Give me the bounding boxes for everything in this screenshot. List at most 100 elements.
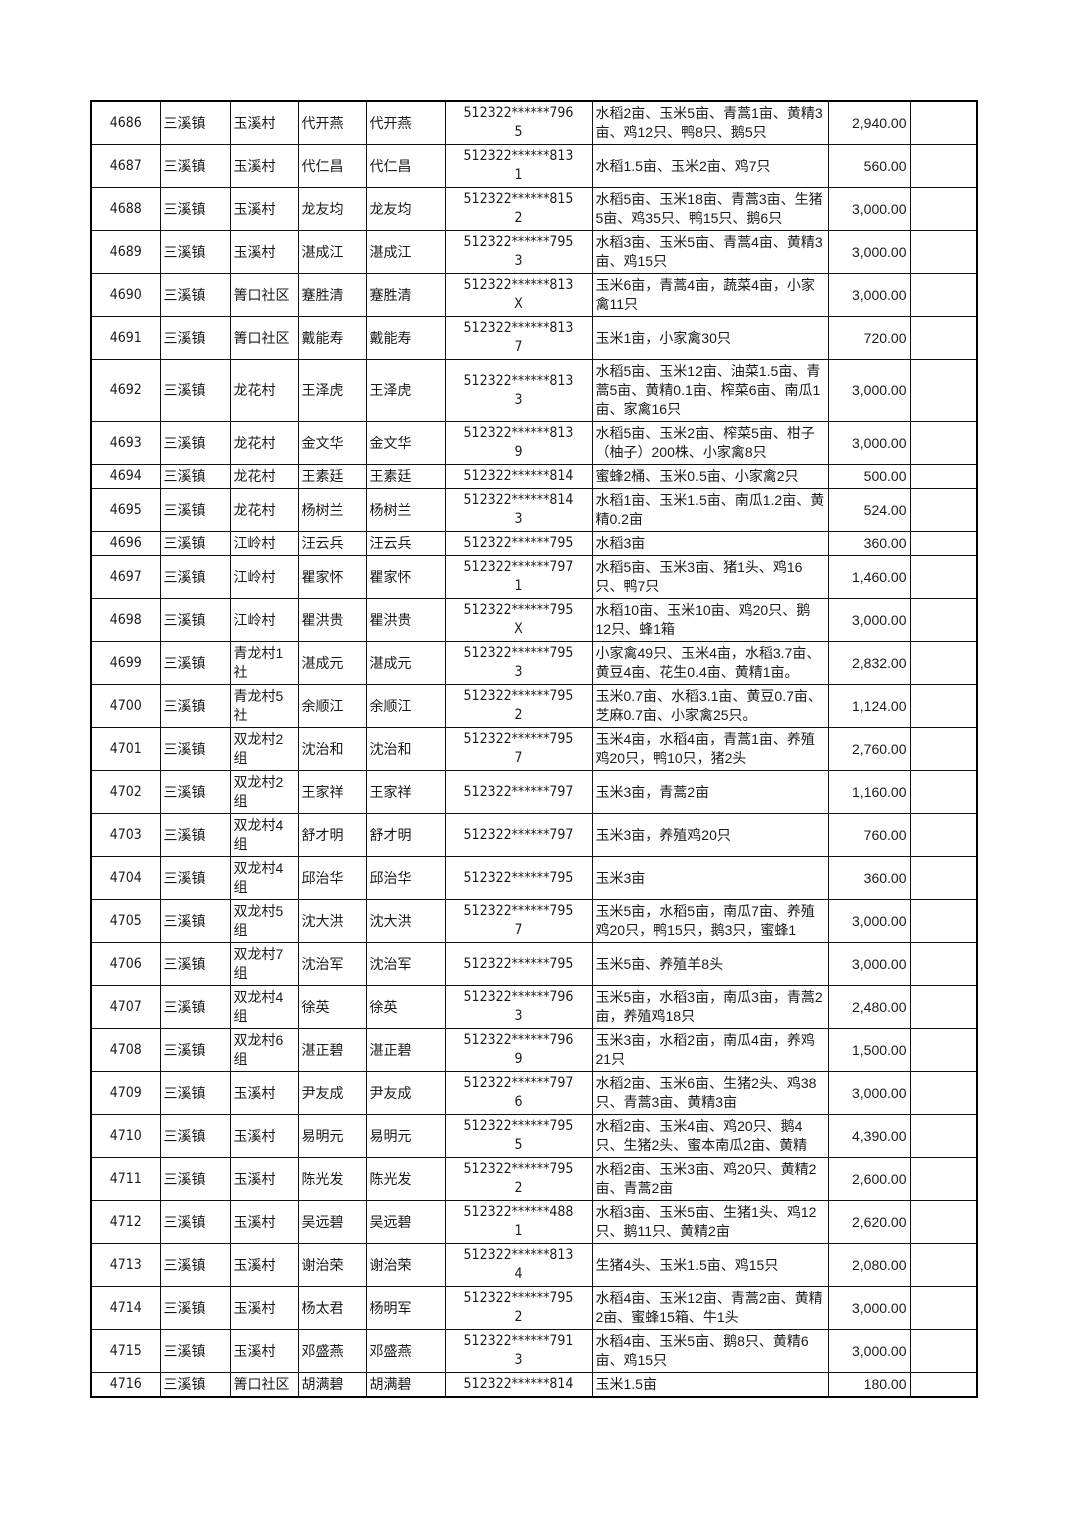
cell-name: 徐英: [297, 985, 367, 1029]
cell-town: 三溪镇: [159, 1028, 231, 1072]
cell-subsidy-items: 玉米3亩: [591, 856, 829, 900]
table-row: 4710 三溪镇 玉溪村 易明元 易明元 512322******795 5 水…: [90, 1114, 978, 1158]
cell-empty-note: [909, 899, 978, 943]
cell-name-confirm: 邱治华: [365, 856, 446, 900]
cell-village: 箐口社区: [229, 273, 299, 317]
table-row: 4708 三溪镇 双龙村6组 湛正碧 湛正碧 512322******796 9…: [90, 1028, 978, 1072]
cell-name-confirm: 龙友均: [365, 187, 446, 231]
cell-village: 双龙村6组: [229, 1028, 299, 1072]
cell-amount: 3,000.00: [827, 421, 911, 465]
cell-town: 三溪镇: [159, 770, 231, 814]
cell-town: 三溪镇: [159, 144, 231, 188]
cell-village: 龙花村: [229, 488, 299, 532]
cell-masked-id: 512322******814: [444, 464, 593, 489]
cell-amount: 524.00: [827, 488, 911, 532]
cell-name-confirm: 余顺江: [365, 684, 446, 728]
cell-masked-id: 512322******795 X: [444, 598, 593, 642]
cell-town: 三溪镇: [159, 1071, 231, 1115]
cell-masked-id: 512322******813 3: [444, 359, 593, 422]
cell-amount: 4,390.00: [827, 1114, 911, 1158]
cell-town: 三溪镇: [159, 273, 231, 317]
cell-name: 吴远碧: [297, 1200, 367, 1244]
cell-subsidy-items: 水稻1.5亩、玉米2亩、鸡7只: [591, 144, 829, 188]
cell-empty-note: [909, 1157, 978, 1201]
cell-name-confirm: 瞿家怀: [365, 555, 446, 599]
cell-row-index: 4715: [90, 1329, 161, 1373]
cell-empty-note: [909, 1071, 978, 1115]
cell-masked-id: 512322******795 7: [444, 727, 593, 771]
cell-empty-note: [909, 316, 978, 360]
cell-village: 玉溪村: [229, 100, 299, 145]
cell-name: 舒才明: [297, 813, 367, 857]
table-row: 4694 三溪镇 龙花村 王素廷 王素廷 512322******814 蜜蜂2…: [90, 464, 978, 489]
cell-name: 陈光发: [297, 1157, 367, 1201]
cell-masked-id: 512322******796 9: [444, 1028, 593, 1072]
cell-subsidy-items: 玉米1.5亩: [591, 1372, 829, 1398]
cell-village: 玉溪村: [229, 1114, 299, 1158]
cell-town: 三溪镇: [159, 942, 231, 986]
table-row: 4700 三溪镇 青龙村5社 余顺江 余顺江 512322******795 2…: [90, 684, 978, 728]
cell-amount: 3,000.00: [827, 1329, 911, 1373]
cell-row-index: 4709: [90, 1071, 161, 1115]
cell-amount: 1,500.00: [827, 1028, 911, 1072]
cell-name-confirm: 湛正碧: [365, 1028, 446, 1072]
cell-town: 三溪镇: [159, 555, 231, 599]
cell-masked-id: 512322******797: [444, 770, 593, 814]
table-row: 4707 三溪镇 双龙村4组 徐英 徐英 512322******796 3 玉…: [90, 985, 978, 1029]
cell-village: 龙花村: [229, 421, 299, 465]
cell-village: 玉溪村: [229, 187, 299, 231]
cell-town: 三溪镇: [159, 727, 231, 771]
cell-subsidy-items: 玉米3亩，养殖鸡20只: [591, 813, 829, 857]
cell-subsidy-items: 水稻2亩、玉米5亩、青蒿1亩、黄精3亩、鸡12只、鸭8只、鹅5只: [591, 100, 829, 145]
table-row: 4701 三溪镇 双龙村2组 沈治和 沈治和 512322******795 7…: [90, 727, 978, 771]
cell-name-confirm: 蹇胜清: [365, 273, 446, 317]
table-row: 4690 三溪镇 箐口社区 蹇胜清 蹇胜清 512322******813 X …: [90, 273, 978, 317]
cell-name: 沈治和: [297, 727, 367, 771]
cell-name: 沈大洪: [297, 899, 367, 943]
cell-empty-note: [909, 598, 978, 642]
subsidy-table-body: 4686 三溪镇 玉溪村 代开燕 代开燕 512322******796 5 水…: [90, 100, 978, 1398]
table-row: 4715 三溪镇 玉溪村 邓盛燕 邓盛燕 512322******791 3 水…: [90, 1329, 978, 1373]
cell-amount: 2,080.00: [827, 1243, 911, 1287]
cell-name: 代仁昌: [297, 144, 367, 188]
cell-masked-id: 512322******795: [444, 531, 593, 556]
cell-village: 江岭村: [229, 598, 299, 642]
cell-village: 玉溪村: [229, 1286, 299, 1330]
cell-name-confirm: 戴能寿: [365, 316, 446, 360]
table-row: 4702 三溪镇 双龙村2组 王家祥 王家祥 512322******797 玉…: [90, 770, 978, 814]
cell-town: 三溪镇: [159, 488, 231, 532]
cell-name: 湛正碧: [297, 1028, 367, 1072]
cell-amount: 1,460.00: [827, 555, 911, 599]
cell-row-index: 4696: [90, 531, 161, 556]
cell-row-index: 4704: [90, 856, 161, 900]
cell-subsidy-items: 玉米0.7亩、水稻3.1亩、黄豆0.7亩、芝麻0.7亩、小家禽25只。: [591, 684, 829, 728]
cell-amount: 2,760.00: [827, 727, 911, 771]
cell-empty-note: [909, 1286, 978, 1330]
cell-empty-note: [909, 1200, 978, 1244]
cell-row-index: 4712: [90, 1200, 161, 1244]
cell-amount: 3,000.00: [827, 187, 911, 231]
cell-empty-note: [909, 813, 978, 857]
cell-subsidy-items: 水稻2亩、玉米4亩、鸡20只、鹅4只、生猪2头、蜜本南瓜2亩、黄精: [591, 1114, 829, 1158]
cell-masked-id: 512322******815 2: [444, 187, 593, 231]
cell-empty-note: [909, 555, 978, 599]
cell-subsidy-items: 水稻5亩、玉米2亩、榨菜5亩、柑子（柚子）200株、小家禽8只: [591, 421, 829, 465]
cell-row-index: 4686: [90, 100, 161, 145]
cell-name-confirm: 汪云兵: [365, 531, 446, 556]
cell-name-confirm: 杨树兰: [365, 488, 446, 532]
cell-town: 三溪镇: [159, 813, 231, 857]
cell-village: 玉溪村: [229, 230, 299, 274]
cell-subsidy-items: 水稻4亩、玉米12亩、青蒿2亩、黄精2亩、蜜蜂15箱、牛1头: [591, 1286, 829, 1330]
cell-row-index: 4705: [90, 899, 161, 943]
cell-row-index: 4703: [90, 813, 161, 857]
cell-empty-note: [909, 1243, 978, 1287]
cell-town: 三溪镇: [159, 359, 231, 422]
cell-village: 江岭村: [229, 531, 299, 556]
table-row: 4706 三溪镇 双龙村7组 沈治军 沈治军 512322******795 玉…: [90, 942, 978, 986]
cell-empty-note: [909, 531, 978, 556]
cell-masked-id: 512322******795 3: [444, 230, 593, 274]
cell-row-index: 4693: [90, 421, 161, 465]
cell-name: 王家祥: [297, 770, 367, 814]
cell-town: 三溪镇: [159, 856, 231, 900]
cell-village: 双龙村2组: [229, 727, 299, 771]
